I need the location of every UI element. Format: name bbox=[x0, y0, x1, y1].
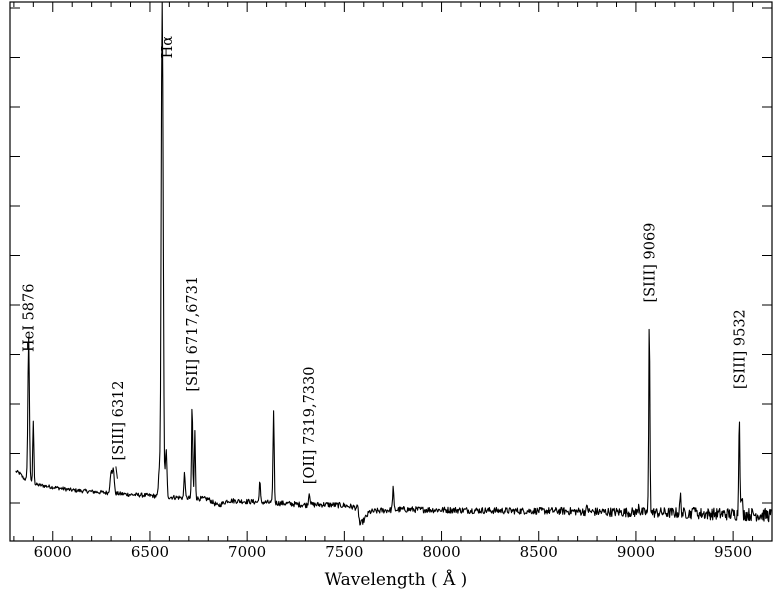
x-tick-label: 9500 bbox=[714, 543, 752, 561]
x-tick-label: 6000 bbox=[34, 543, 72, 561]
annotation-label: [OII] 7319,7330 bbox=[302, 367, 318, 485]
annotation-label: Hα bbox=[160, 36, 176, 59]
plot-area bbox=[15, 1, 773, 526]
annotation-label: [SII] 6717,6731 bbox=[185, 276, 201, 392]
annotation-label: [SIII] 9069 bbox=[642, 223, 658, 303]
x-tick-label: 6500 bbox=[131, 543, 169, 561]
spectrum-line bbox=[15, 1, 773, 526]
x-tick-label: 9000 bbox=[617, 543, 655, 561]
axis-ticks: 6000 6500 7000 7500 8000 8500 9000 9500 bbox=[10, 2, 773, 561]
plot-frame bbox=[9, 1, 773, 542]
annotation-label: [SIII] 9532 bbox=[732, 309, 748, 389]
x-tick-label: 8000 bbox=[422, 543, 460, 561]
annotation-leader bbox=[115, 466, 118, 479]
x-tick-label: 7000 bbox=[228, 543, 266, 561]
x-tick-label: 7500 bbox=[325, 543, 363, 561]
annotation-label: [SIII] 6312 bbox=[111, 380, 127, 460]
x-axis-label: Wavelength ( Å ) bbox=[325, 569, 468, 590]
x-tick-label: 8500 bbox=[520, 543, 558, 561]
annotation-label: HeI 5876 bbox=[22, 284, 38, 352]
line-annotations: Hα HeI 5876 [SIII] 6312 [SII] 6717,6731 [OII… bbox=[22, 36, 749, 484]
